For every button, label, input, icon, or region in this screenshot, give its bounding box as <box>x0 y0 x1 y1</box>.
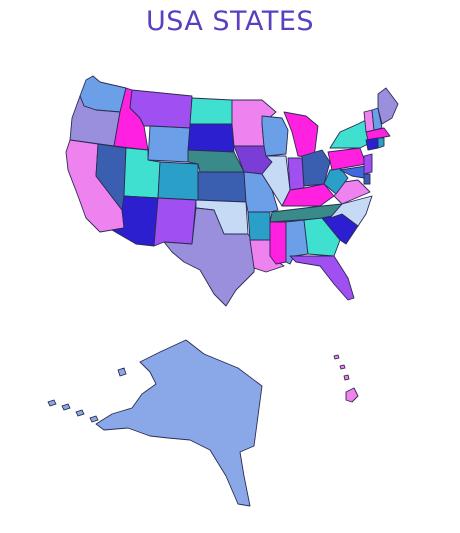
state-maine[interactable] <box>377 87 399 125</box>
state-florida[interactable] <box>289 255 355 301</box>
state-new-mexico[interactable] <box>153 197 197 247</box>
alaska-group <box>47 339 263 507</box>
state-connecticut[interactable] <box>365 137 379 151</box>
state-wisconsin[interactable] <box>261 115 289 157</box>
state-massachusetts[interactable] <box>365 127 391 141</box>
state-hawaii[interactable] <box>345 387 359 403</box>
state-georgia[interactable] <box>303 217 341 257</box>
state-arkansas[interactable] <box>247 211 271 241</box>
state-alaska[interactable] <box>95 339 263 507</box>
state-west-virginia[interactable] <box>323 167 349 195</box>
state-mississippi[interactable] <box>269 221 287 265</box>
map-title: USA STATES <box>145 6 315 37</box>
state-delaware[interactable] <box>363 173 371 185</box>
state-michigan[interactable] <box>283 111 319 159</box>
state-indiana[interactable] <box>287 157 305 191</box>
state-south-dakota[interactable] <box>187 123 235 153</box>
aleutian-islands <box>47 367 127 423</box>
state-rhode-island[interactable] <box>377 137 385 149</box>
state-texas[interactable] <box>163 207 257 307</box>
state-illinois[interactable] <box>261 155 291 207</box>
state-wyoming[interactable] <box>147 125 191 163</box>
state-colorado[interactable] <box>157 161 199 201</box>
state-ohio[interactable] <box>301 149 331 187</box>
state-kansas[interactable] <box>197 171 247 203</box>
state-north-dakota[interactable] <box>189 97 233 125</box>
state-new-jersey[interactable] <box>363 153 373 175</box>
hawaii-group <box>333 354 359 403</box>
lower-48-states <box>65 75 399 307</box>
hawaii-small-islands <box>333 354 350 381</box>
